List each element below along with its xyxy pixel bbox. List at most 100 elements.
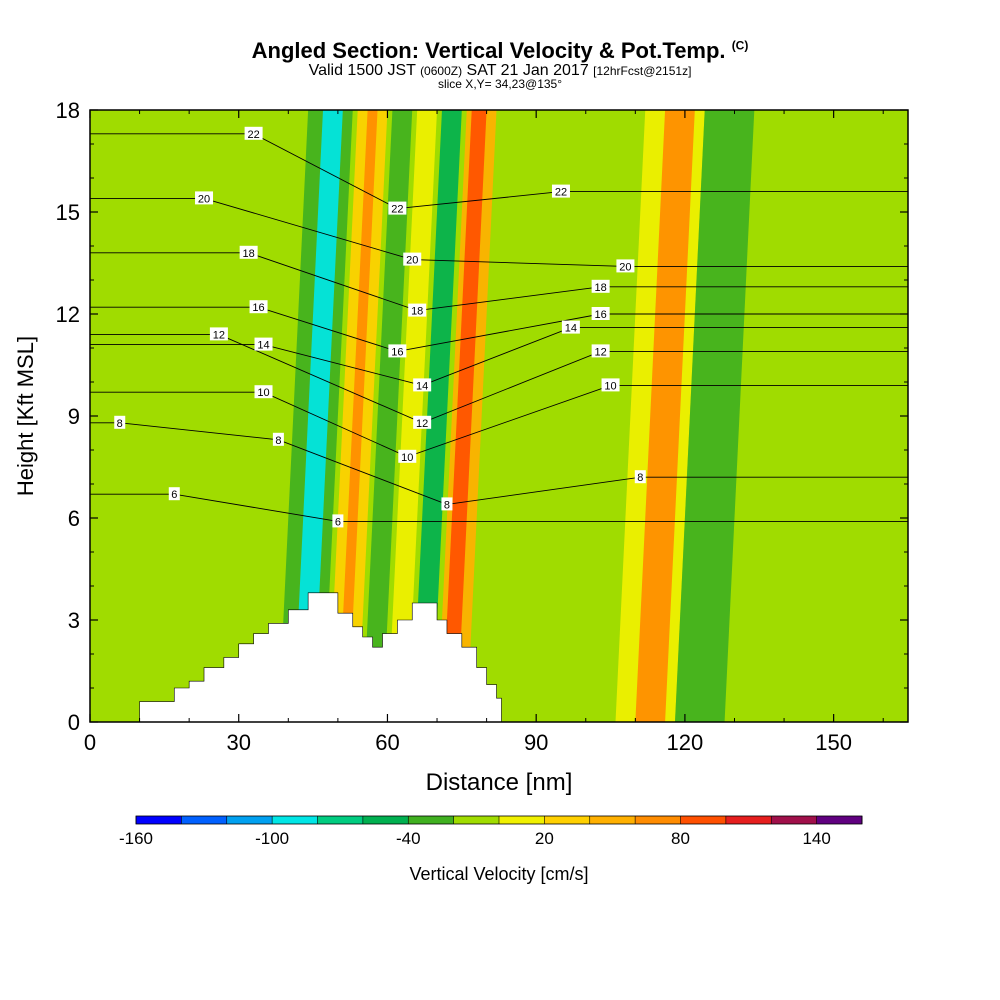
shading-band-4 (362, 110, 413, 722)
colorbar-swatch-13 (725, 816, 772, 824)
contour-label-1: 20 (198, 193, 210, 205)
contour-label-bg-3 (249, 300, 268, 314)
colorbar-swatch-1 (181, 816, 228, 824)
contour-label-13: 18 (411, 306, 423, 318)
x-axis-label: Distance [nm] (426, 769, 573, 796)
y-tick-label-3: 9 (68, 404, 80, 429)
contour-label-12: 20 (406, 255, 418, 267)
contour-label-bg-2 (239, 245, 258, 259)
contour-label-bg-24 (591, 344, 610, 358)
x-tick-label-0: 0 (84, 730, 96, 755)
contour-label-bg-21 (591, 279, 610, 293)
colorbar-swatch-11 (635, 816, 681, 824)
shading-band-5 (387, 110, 438, 722)
contour-label-bg-22 (591, 307, 610, 320)
contour-label-bg-11 (388, 201, 407, 215)
shading-band-11 (674, 110, 755, 722)
contour-label-20: 20 (619, 261, 631, 273)
x-tick-label-5: 150 (815, 730, 852, 755)
contour-label-bg-0 (244, 126, 263, 140)
shading-background (90, 110, 908, 722)
colorbar-swatch-5 (362, 816, 409, 824)
contour-label-bg-23 (561, 320, 580, 334)
colorbar-tick-label-5: 140 (802, 829, 830, 848)
contour-label-bg-1 (195, 191, 214, 205)
y-tick-label-5: 15 (56, 200, 80, 225)
contour-label-5: 14 (257, 340, 269, 352)
x-tick-label-1: 30 (226, 730, 250, 755)
contour-label-0: 22 (247, 129, 259, 141)
y-axis-label: Height [Kft MSL] (13, 336, 38, 496)
contour-label-15: 14 (416, 380, 428, 392)
contour-label-bg-5 (254, 337, 273, 351)
contour-label-19: 22 (555, 187, 567, 199)
contour-label-11: 22 (391, 204, 403, 216)
contour-label-22: 16 (595, 309, 607, 321)
contour-label-bg-4 (209, 327, 228, 341)
contour-label-8: 8 (275, 435, 281, 447)
x-tick-label-3: 90 (524, 730, 548, 755)
shading-band-6 (412, 110, 462, 722)
colorbar-swatch-7 (453, 816, 500, 824)
contour-label-bg-20 (616, 259, 635, 273)
colorbar-tick-label-0: -160 (119, 829, 153, 848)
contour-label-25: 10 (604, 380, 616, 392)
colorbar-swatch-15 (816, 816, 863, 824)
contour-label-bg-18 (441, 497, 453, 511)
x-tick-label-4: 120 (667, 730, 704, 755)
colorbar-swatch-0 (136, 816, 182, 824)
y-tick-label-1: 3 (68, 608, 80, 633)
contour-label-7: 8 (117, 418, 123, 430)
contour-label-bg-14 (388, 344, 407, 358)
colorbar-swatch-12 (680, 816, 727, 824)
shading-band-10 (635, 110, 695, 722)
slice-info: slice X,Y= 34,23@135° (437, 77, 563, 91)
contour-label-21: 18 (595, 282, 607, 294)
shading-band-8 (441, 110, 487, 722)
contour-label-bg-26 (634, 470, 646, 484)
colorbar-tick-label-1: -100 (255, 829, 289, 848)
y-tick-label-6: 18 (56, 98, 80, 123)
contour-label-bg-8 (272, 432, 284, 446)
colorbar-swatch-14 (771, 816, 818, 824)
shading-band-3 (337, 110, 378, 722)
contour-label-bg-25 (601, 378, 620, 392)
contour-label-3: 16 (252, 302, 264, 314)
contour-label-4: 12 (213, 329, 225, 341)
contour-line-6 (90, 493, 908, 522)
contour-label-6: 10 (257, 387, 269, 399)
chart-title: Angled Section: Vertical Velocity & Pot.… (251, 38, 749, 63)
colorbar-label: Vertical Velocity [cm/s] (409, 864, 588, 884)
y-tick-label-2: 6 (68, 506, 80, 531)
contour-label-26: 8 (637, 472, 643, 484)
colorbar-swatch-10 (589, 816, 636, 824)
contour-label-10: 6 (335, 516, 341, 528)
contour-label-bg-16 (413, 415, 432, 429)
colorbar-swatch-9 (544, 816, 591, 824)
contour-label-bg-6 (254, 385, 273, 399)
colorbar-tick-label-2: -40 (396, 829, 421, 848)
contour-label-bg-15 (413, 378, 432, 392)
contour-label-bg-7 (114, 415, 126, 429)
contour-label-23: 14 (565, 323, 577, 335)
contour-label-bg-13 (408, 303, 427, 317)
contour-label-bg-17 (398, 449, 417, 463)
colorbar-tick-label-3: 20 (535, 829, 554, 848)
chart-subtitle: Valid 1500 JST (0600Z) SAT 21 Jan 2017 [… (308, 62, 692, 79)
y-tick-label-4: 12 (56, 302, 80, 327)
plot-area: 22 20 18 16 12 14 10 8 8 6 6 22 20 18 16 14 12 10 8 22 20 18 1… (90, 110, 908, 722)
colorbar-swatch-6 (408, 816, 455, 824)
contour-label-24: 12 (595, 346, 607, 358)
contour-label-17: 10 (401, 452, 413, 464)
contour-label-bg-9 (168, 487, 180, 501)
contour-label-16: 12 (416, 418, 428, 430)
colorbar-swatch-8 (499, 816, 545, 824)
contour-label-bg-19 (551, 184, 570, 198)
contour-label-18: 8 (444, 499, 450, 511)
contour-label-bg-12 (403, 252, 422, 266)
x-tick-label-2: 60 (375, 730, 399, 755)
colorbar-tick-label-4: 80 (671, 829, 690, 848)
colorbar-swatch-4 (317, 816, 364, 824)
contour-label-9: 6 (171, 489, 177, 501)
shading-band-1 (293, 110, 343, 722)
